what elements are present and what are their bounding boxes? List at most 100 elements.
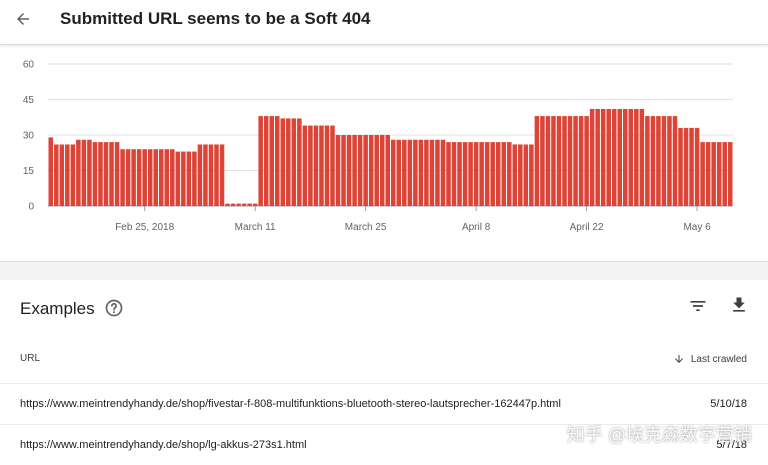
bar [683, 127, 689, 206]
bar [407, 139, 413, 206]
bar [451, 142, 457, 206]
bar [65, 144, 70, 206]
download-icon[interactable] [729, 295, 749, 315]
help-circle-icon[interactable] [104, 298, 124, 318]
bar [252, 203, 258, 206]
bar [402, 139, 407, 206]
bar [484, 142, 490, 206]
bar [153, 149, 158, 206]
bar [578, 116, 584, 206]
bar [672, 116, 678, 206]
bar [330, 125, 335, 206]
table-row[interactable]: https://www.meintrendyhandy.de/shop/lg-a… [0, 424, 768, 465]
bar [247, 203, 252, 206]
bar [556, 116, 562, 206]
bar [352, 135, 357, 206]
bar [523, 144, 529, 206]
bar [120, 149, 125, 206]
bar [291, 118, 297, 206]
bar [341, 135, 346, 206]
bar [501, 142, 507, 206]
bar [617, 108, 623, 206]
x-tick-label: March 25 [345, 222, 387, 233]
bar [529, 144, 534, 206]
bar [274, 116, 280, 206]
chart-card: 0 15 30 45 60 Feb 25, 2018 March 11 March 25 Apr… [0, 48, 768, 260]
bar [413, 139, 418, 206]
bar [109, 142, 114, 206]
row-date: 5/10/18 [710, 398, 747, 410]
column-header-last-crawled[interactable]: Last crawled [673, 353, 747, 365]
back-button[interactable] [8, 4, 38, 34]
row-url[interactable]: https://www.meintrendyhandy.de/shop/lg-a… [20, 439, 307, 451]
examples-card: Examples URL Last crawled https://www.me… [0, 280, 768, 465]
bar [716, 142, 722, 206]
watermark: 知乎 @埃克森数字营销 [566, 425, 752, 445]
examples-title: Examples [20, 299, 95, 318]
bar [125, 149, 131, 206]
x-tick-label: Feb 25, 2018 [115, 222, 174, 233]
bar [158, 149, 164, 206]
bar [81, 139, 87, 206]
bar [545, 116, 551, 206]
bar [230, 203, 236, 206]
bar [313, 125, 319, 206]
table-row[interactable]: https://www.meintrendyhandy.de/shop/five… [0, 383, 768, 424]
bar [468, 142, 473, 206]
bar [192, 151, 197, 206]
bar [164, 149, 170, 206]
bar [136, 149, 142, 206]
bar [142, 149, 147, 206]
bar [225, 203, 230, 206]
bar [661, 116, 667, 206]
bar [650, 116, 656, 206]
bar [589, 108, 595, 206]
bar [600, 108, 606, 206]
bar [208, 144, 214, 206]
bar [518, 144, 523, 206]
bar [457, 142, 462, 206]
row-url[interactable]: https://www.meintrendyhandy.de/shop/five… [20, 398, 561, 410]
bar [98, 142, 103, 206]
bar [429, 139, 435, 206]
bar [424, 139, 429, 206]
bar [639, 108, 645, 206]
bar [705, 142, 711, 206]
bar [175, 151, 181, 206]
bar [611, 108, 617, 206]
bar [324, 125, 330, 206]
bar [258, 116, 263, 206]
bar [584, 116, 589, 206]
x-tick-label: April 22 [570, 222, 604, 233]
bar [131, 149, 136, 206]
last-crawled-label: Last crawled [690, 353, 747, 365]
bar [241, 203, 247, 206]
bar [59, 144, 65, 206]
bar [667, 116, 672, 206]
bar [269, 116, 274, 206]
filter-icon[interactable] [688, 296, 708, 316]
bar [396, 139, 402, 206]
arrow-down-icon [674, 355, 683, 363]
bar [435, 139, 440, 206]
bar [92, 142, 98, 206]
bar [678, 127, 683, 206]
arrow-back-icon [17, 13, 29, 25]
bar [186, 151, 192, 206]
bar [473, 142, 479, 206]
bar [48, 137, 54, 206]
bar [490, 142, 495, 206]
bar [302, 125, 308, 206]
column-header-url[interactable]: URL [20, 353, 41, 364]
bar [363, 135, 368, 206]
bar [534, 116, 540, 206]
bar [727, 142, 733, 206]
bar [551, 116, 556, 206]
bar [203, 144, 208, 206]
top-bar: Submitted URL seems to be a Soft 404 [0, 0, 768, 45]
bar [147, 149, 153, 206]
bar [722, 142, 727, 206]
y-tick-label: 0 [28, 202, 34, 213]
row-date: 5/7/18 [716, 439, 747, 451]
bar [214, 144, 219, 206]
